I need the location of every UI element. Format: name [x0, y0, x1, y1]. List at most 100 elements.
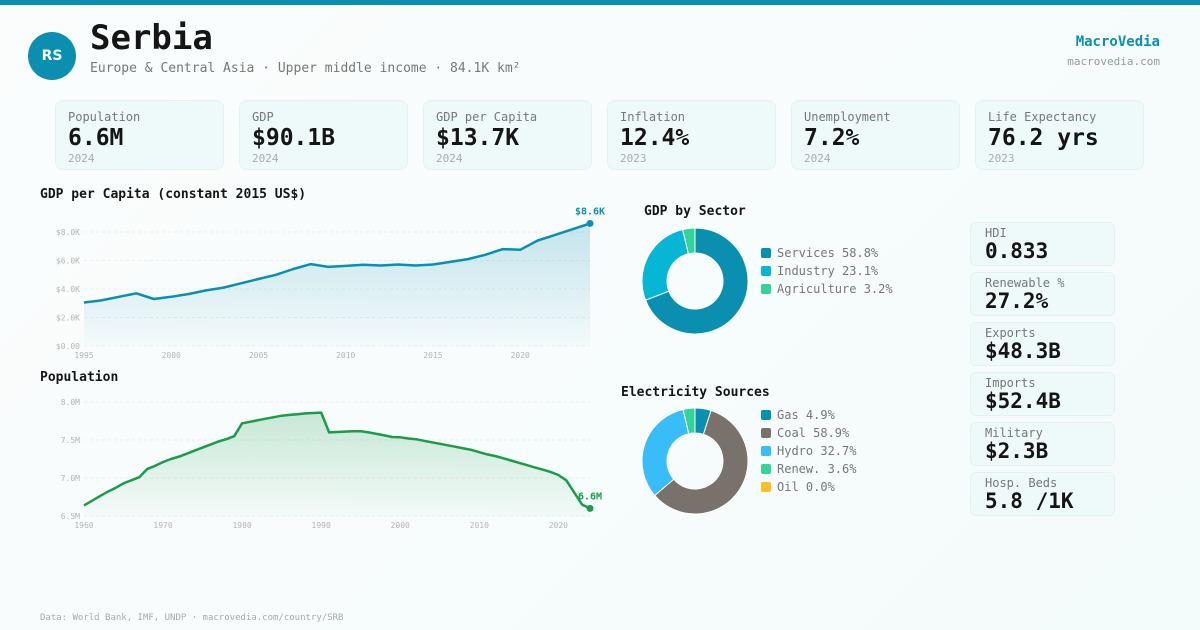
legend-swatch [761, 248, 771, 258]
x-tick-label: 2000 [162, 351, 181, 360]
y-tick-label: 7.5M [61, 436, 80, 445]
stat-label: Hosp. Beds [985, 476, 1058, 490]
kpi-year: 2024 [252, 152, 279, 165]
gdp-per-capita-chart: $0.00 $2.0K $4.0K $6.0K $8.0K 1995 2000 2005 201… [56, 206, 605, 360]
end-point-marker [586, 504, 594, 512]
stat-label: Renewable % [985, 276, 1065, 290]
donut-slice-industry [641, 228, 690, 301]
legend-item-gas: Gas 4.9% [761, 406, 856, 424]
page-title: Serbia [90, 18, 213, 58]
donut-slice-agriculture [681, 227, 696, 255]
kpi-label: Unemployment [804, 110, 891, 124]
stat-label: Imports [985, 376, 1036, 390]
x-tick-label: 1970 [153, 521, 172, 530]
kpi-year: 2024 [804, 152, 831, 165]
kpi-value: $13.7K [436, 125, 520, 151]
legend-label: Hydro 32.7% [777, 444, 857, 458]
kpi-card-gdp-per-capita: GDP per Capita $13.7K 2024 [423, 100, 592, 170]
electricity-sources-donut [641, 407, 749, 515]
page-subtitle: Europe & Central Asia · Upper middle inc… [90, 61, 521, 76]
kpi-year: 2023 [620, 152, 647, 165]
population-chart: 6.5M 7.0M 7.5M 8.0M 1960 1970 1980 1990 2000 2010… [61, 398, 602, 530]
gdp-per-capita-chart-title: GDP per Capita (constant 2015 US$) [40, 187, 307, 202]
x-tick-label: 2000 [391, 521, 410, 530]
legend-label: Agriculture 3.2% [777, 282, 893, 296]
kpi-value: 76.2 yrs [988, 125, 1099, 151]
legend-item-coal: Coal 58.9% [761, 424, 856, 442]
legend-item-industry: Industry 23.1% [761, 262, 893, 280]
end-point-marker [586, 219, 594, 227]
legend-label: Renew. 3.6% [777, 462, 857, 476]
stat-card-military: Military $2.3B [970, 422, 1115, 466]
stat-label: HDI [985, 226, 1007, 240]
x-tick-label: 1995 [74, 351, 93, 360]
legend-label: Gas 4.9% [777, 408, 835, 422]
electricity-sources-legend: Gas 4.9% Coal 58.9% Hydro 32.7% Renew. 3… [761, 406, 856, 496]
kpi-label: Inflation [620, 110, 686, 124]
kpi-card-gdp: GDP $90.1B 2024 [239, 100, 408, 170]
gdp-by-sector-donut [641, 227, 749, 335]
legend-swatch [761, 446, 771, 456]
kpi-card-unemployment: Unemployment 7.2% 2024 [791, 100, 960, 170]
y-tick-label: 6.5M [61, 512, 80, 521]
legend-label: Coal 58.9% [777, 426, 850, 440]
y-tick-label: $4.0K [56, 285, 80, 294]
top-accent-bar [0, 0, 1200, 5]
series-line [83, 222, 591, 304]
brand-url[interactable]: macrovedia.com [1067, 55, 1160, 68]
stat-label: Military [985, 426, 1043, 440]
stat-value: 0.833 [985, 239, 1049, 263]
population-chart-title: Population [40, 370, 119, 385]
kpi-label: GDP per Capita [436, 110, 538, 124]
legend-label: Services 58.8% [777, 246, 879, 260]
area-fill [84, 223, 590, 346]
kpi-year: 2024 [436, 152, 463, 165]
kpi-value: 7.2% [804, 125, 860, 151]
footer-source: Data: World Bank, IMF, UNDP · macrovedia… [40, 613, 344, 623]
electricity-sources-title: Electricity Sources [621, 385, 770, 400]
stat-value: 27.2% [985, 289, 1049, 313]
x-tick-label: 2020 [549, 521, 568, 530]
kpi-year: 2024 [68, 152, 95, 165]
legend-item-renewables: Renew. 3.6% [761, 460, 856, 478]
stat-card-renewable: Renewable % 27.2% [970, 272, 1115, 316]
stat-card-hdi: HDI 0.833 [970, 222, 1115, 266]
stat-card-exports: Exports $48.3B [970, 322, 1115, 366]
donut-slice-coal [654, 409, 749, 515]
donut-slice-hydro [641, 408, 690, 497]
y-tick-label: 7.0M [61, 474, 80, 483]
legend-swatch [761, 266, 771, 276]
donut-slice-services [644, 227, 749, 335]
kpi-card-population: Population 6.6M 2024 [55, 100, 224, 170]
y-tick-label: 8.0M [61, 398, 80, 407]
x-tick-label: 2010 [336, 351, 355, 360]
y-tick-label: $6.0K [56, 257, 80, 266]
stat-value: $52.4B [985, 389, 1061, 413]
stat-card-hospital-beds: Hosp. Beds 5.8 /1K [970, 472, 1115, 516]
y-tick-label: $0.00 [56, 342, 80, 351]
kpi-label: Population [68, 110, 141, 124]
brand-logo[interactable]: MacroVedia [1075, 34, 1160, 50]
x-tick-label: 1980 [232, 521, 251, 530]
legend-swatch [761, 428, 771, 438]
area-fill [84, 412, 590, 516]
stat-card-imports: Imports $52.4B [970, 372, 1115, 416]
series-line [83, 411, 591, 510]
legend-item-services: Services 58.8% [761, 244, 893, 262]
stat-value: 5.8 /1K [985, 489, 1074, 513]
kpi-card-inflation: Inflation 12.4% 2023 [607, 100, 776, 170]
donut-slice-renew [682, 407, 696, 435]
y-tick-label: $2.0K [56, 314, 80, 323]
country-code: RS [41, 48, 63, 64]
stat-label: Exports [985, 326, 1036, 340]
x-tick-label: 2005 [249, 351, 268, 360]
country-code-badge: RS [28, 32, 76, 80]
x-tick-label: 2020 [511, 351, 530, 360]
kpi-card-life-expectancy: Life Expectancy 76.2 yrs 2023 [975, 100, 1144, 170]
legend-swatch [761, 410, 771, 420]
gdp-by-sector-title: GDP by Sector [644, 204, 746, 219]
kpi-label: GDP [252, 110, 274, 124]
x-tick-label: 1990 [312, 521, 331, 530]
legend-item-oil: Oil 0.0% [761, 478, 856, 496]
gdp-by-sector-legend: Services 58.8% Industry 23.1% Agricultur… [761, 244, 893, 298]
